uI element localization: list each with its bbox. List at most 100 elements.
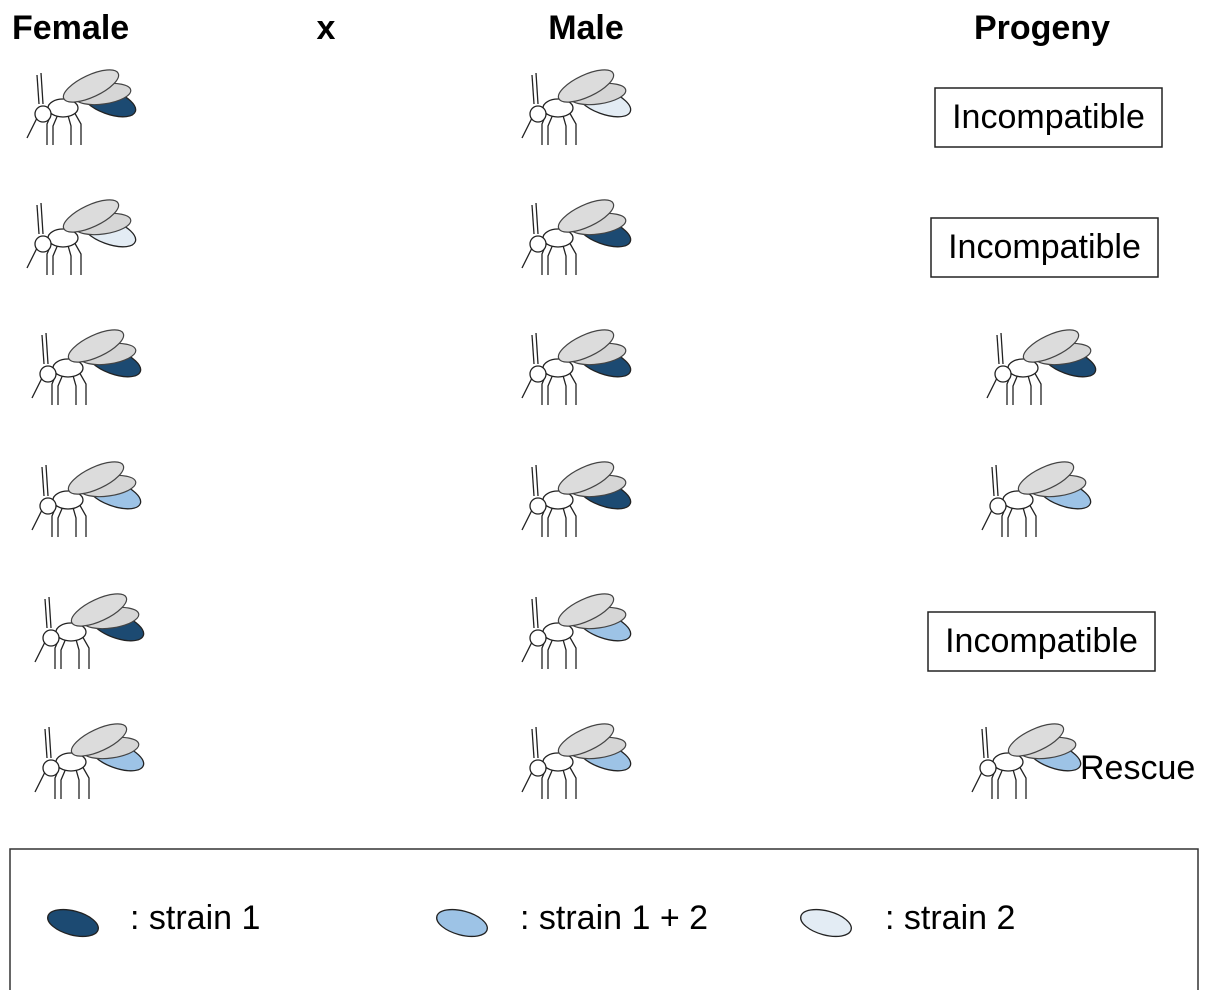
head [529,497,547,515]
proboscis [521,641,533,663]
antenna [535,596,539,629]
antenna [1000,332,1004,365]
wing [70,723,128,757]
mosquito [34,723,145,799]
mosquito [521,723,632,799]
proboscis [34,771,46,793]
legs [541,763,577,799]
head [39,365,57,383]
antenna [48,726,52,759]
legs [541,633,577,669]
antenna [535,464,539,497]
wing [67,461,125,495]
legs [46,109,82,145]
wing [557,69,615,103]
header-cross: x [317,9,336,47]
proboscis [986,377,998,399]
antenna [535,202,539,235]
antenna [535,332,539,365]
proboscis [521,771,533,793]
legs [1001,501,1037,537]
antenna [985,726,989,759]
mosquito [971,723,1082,799]
legend-box [9,848,1199,990]
proboscis [31,377,43,399]
antenna [531,74,535,105]
progeny-label: Rescue [1080,749,1195,787]
head [529,365,547,383]
antenna [45,332,49,365]
proboscis [31,509,43,531]
legs [541,501,577,537]
head [994,365,1012,383]
antenna [44,728,48,759]
antenna [41,466,45,497]
antenna [41,334,45,365]
proboscis [26,247,38,269]
mosquito [981,461,1092,537]
legend-swatch [47,908,99,938]
mosquito [26,69,137,145]
antenna [535,726,539,759]
head [529,105,547,123]
antenna [531,204,535,235]
wing [70,593,128,627]
legs [541,109,577,145]
antenna [981,728,985,759]
antenna [991,466,995,497]
progeny-label: Incompatible [948,228,1141,266]
wing [557,329,615,363]
antenna [996,334,1000,365]
mosquito [34,593,145,669]
legs [51,369,87,405]
proboscis [521,509,533,531]
proboscis [26,117,38,139]
legs [54,763,90,799]
head [529,629,547,647]
wing [557,723,615,757]
wing [62,69,120,103]
antenna [531,728,535,759]
legend-label: : strain 1 [130,899,260,937]
mosquito [521,461,632,537]
head [34,105,52,123]
head [529,759,547,777]
mosquito [521,199,632,275]
proboscis [521,377,533,399]
wing [62,199,120,233]
wing [557,461,615,495]
mosquito [31,461,142,537]
progeny-box [927,611,1156,672]
head [989,497,1007,515]
antenna [44,598,48,629]
head [34,235,52,253]
proboscis [971,771,983,793]
proboscis [521,117,533,139]
header-progeny: Progeny [974,9,1110,47]
antenna [48,596,52,629]
legend-label: : strain 1 + 2 [520,899,708,937]
legs [46,239,82,275]
wing [557,593,615,627]
progeny-label: Incompatible [945,622,1138,660]
header-male: Male [548,9,624,47]
head [979,759,997,777]
legend-swatch [800,908,852,938]
progeny-box [930,217,1159,278]
legs [991,763,1027,799]
proboscis [34,641,46,663]
mosquito [521,329,632,405]
antenna [531,466,535,497]
antenna [995,464,999,497]
antenna [535,72,539,105]
wing [557,199,615,233]
wing [1007,723,1065,757]
antenna [40,72,44,105]
mosquito [986,329,1097,405]
legs [541,369,577,405]
legs [1006,369,1042,405]
head [42,629,60,647]
mosquito [521,69,632,145]
antenna [36,74,40,105]
